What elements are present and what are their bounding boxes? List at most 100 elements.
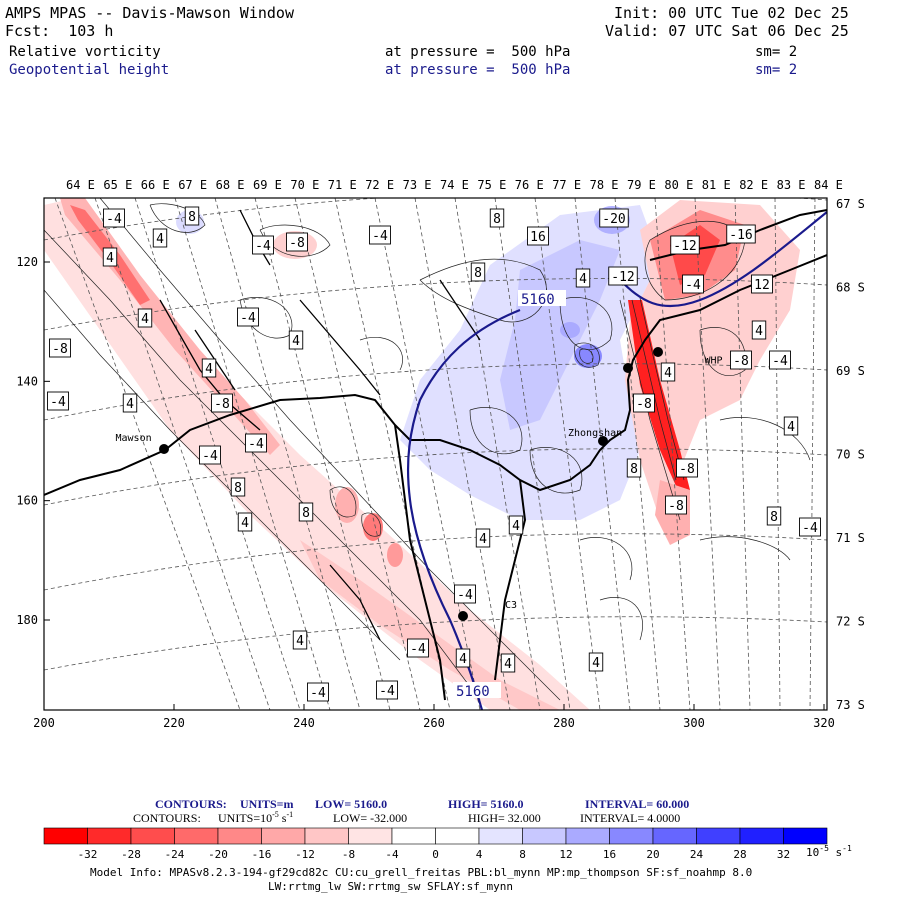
plot-title: AMPS MPAS -- Davis-Mawson Window [5,4,294,22]
model-info-physics: LW:rrtmg_lw SW:rrtmg_sw SFLAY:sf_mynn [268,880,514,893]
colorbar-unit-s-exp: -1 [842,844,852,853]
colorbar-swatch [609,827,654,845]
colorbar-swatch [87,827,132,845]
height-label-bg-1 [518,290,566,306]
lat-label: 68 S [836,281,865,295]
vorticity-label: -4 [237,307,259,327]
field2-name: Geopotential height [9,62,170,78]
y-tick-label: 180 [16,613,38,627]
svg-text:-8: -8 [733,354,749,369]
map-frame [43,197,828,711]
vorticity-label: 8 [470,262,486,282]
svg-text:4: 4 [664,366,672,381]
vorticity-label: 4 [660,362,676,382]
vorticity-label: -12 [608,266,638,286]
svg-text:16: 16 [530,230,546,245]
vorticity-label: -8 [211,393,233,413]
colorbar-unit-base: 10 [806,846,819,859]
vorticity-spot-3 [387,543,403,567]
colorbar-tick: 20 [646,848,659,861]
lon-label: 83 E [777,178,806,192]
colorbar-swatch [522,827,567,845]
vorticity-label: -8 [633,393,655,413]
y-tick-label: 120 [16,255,38,269]
svg-text:8: 8 [302,506,310,521]
x-tick-label: 200 [33,716,55,730]
vorticity-label: 12 [751,274,773,294]
svg-text:8: 8 [474,266,482,281]
vorticity-label: -4 [799,517,821,537]
valid-time: Valid: 07 UTC Sat 06 Dec 25 [605,22,849,40]
svg-text:4: 4 [579,272,587,287]
station-labels: Mawson Zhongshan WHP C3 [116,355,723,611]
lat-label: 67 S [836,197,865,211]
vorticity-label: -4 [769,350,791,370]
colorbar-tick: -28 [121,848,141,861]
y-axis-ticks: 120 140 160 180 [16,255,50,627]
station-label: WHP [705,355,723,366]
vorticity-spot-2 [363,513,383,541]
svg-text:4: 4 [512,519,520,534]
svg-text:-4: -4 [50,395,66,410]
vorticity-label: 4 [292,630,308,650]
height-contour-label-2: 5160 [456,684,490,700]
y-tick-label: 160 [16,494,38,508]
vorticity-contour-labels: -4 8 4 -4 -8 -4 8 16 -20 -12 -16 4 8 4 -12 -4 12 4 -4 4 -8 4 4… [47,206,821,702]
vorticity-label: 4 [508,515,524,535]
contours1-label: CONTOURS: [155,797,227,811]
contours2-units: UNITS=10-5 s-1 [218,810,293,825]
contours2-low: LOW= -32.000 [333,811,407,825]
colorbar-swatch [130,827,175,845]
colorbar-tick: -16 [252,848,272,861]
vorticity-label: 4 [102,247,118,267]
station-markers [159,347,663,621]
svg-text:4: 4 [592,656,600,671]
model-info: Model Info: MPASv8.2.3-194-gf29cd82c CU:… [90,866,753,879]
lon-label: 66 E [141,178,170,192]
colorbar [43,827,828,845]
svg-text:12: 12 [754,278,770,293]
lon-label: 71 E [328,178,357,192]
lon-label: 80 E [664,178,693,192]
x-tick-label: 280 [553,716,575,730]
lon-label: 84 E [814,178,843,192]
svg-text:-8: -8 [668,499,684,514]
station-label: Zhongshan [568,428,622,439]
lon-label: 76 E [515,178,544,192]
vorticity-label: -8 [286,232,308,252]
vorticity-label: 4 [751,320,767,340]
colorbar-swatch [261,827,306,845]
colorbar-tick-labels: -32 -28 -24 -20 -16 -12 -8 -4 0 4 8 12 16 20 24 28 32 [78,848,791,861]
lat-label: 73 S [836,698,865,712]
boundary-lines [159,209,481,641]
svg-text:4: 4 [106,251,114,266]
svg-text:-16: -16 [729,228,752,243]
contours2-units-prefix: UNITS=10 [218,811,272,825]
colorbar-tick: -20 [208,848,228,861]
forecast-hour: Fcst: 103 h [5,22,114,40]
colorbar-tick: 4 [476,848,483,861]
colorbar-tick: -24 [165,848,185,861]
colorbar-swatch [435,827,480,845]
vorticity-label: 8 [489,208,505,228]
station-whp-marker [653,347,663,357]
vorticity-blue-spot-2 [560,322,580,338]
vorticity-label: 4 [500,653,516,673]
contours2-units-exp: -5 [272,810,279,819]
colorbar-tick: 8 [519,848,526,861]
colorbar-swatch [174,827,219,845]
svg-text:-4: -4 [685,278,701,293]
svg-text:4: 4 [459,652,467,667]
svg-text:-4: -4 [410,642,426,657]
svg-text:-8: -8 [214,397,230,412]
lon-label: 79 E [627,178,656,192]
lon-label: 72 E [365,178,394,192]
vorticity-label: -16 [726,224,756,244]
svg-text:4: 4 [479,532,487,547]
colorbar-swatch [565,827,610,845]
vorticity-label: -4 [199,445,221,465]
vorticity-label: -4 [682,274,704,294]
height-contour-label-1: 5160 [521,292,555,308]
svg-text:-8: -8 [289,236,305,251]
